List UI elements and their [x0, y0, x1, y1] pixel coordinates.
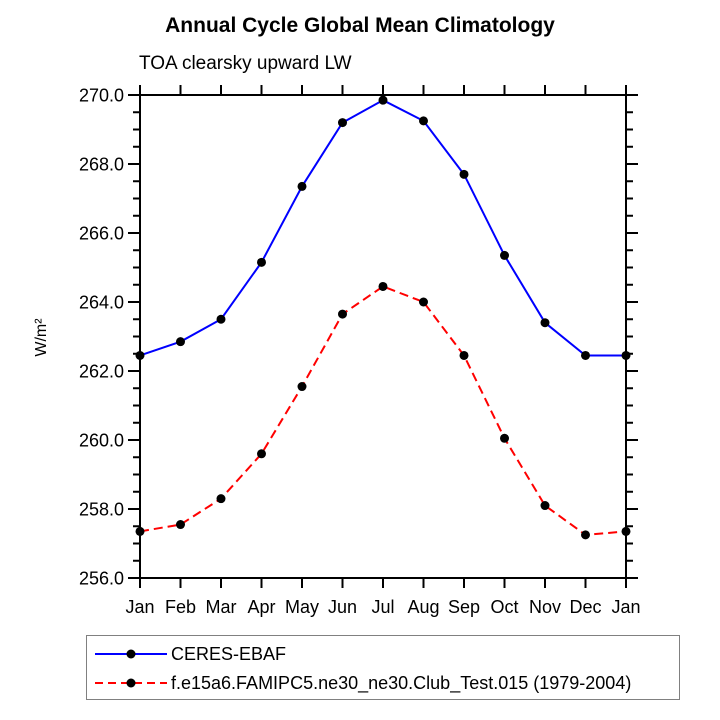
- x-tick-label: Jul: [371, 597, 394, 617]
- x-tick-label: Jun: [328, 597, 357, 617]
- y-tick-label: 260.0: [79, 431, 124, 451]
- y-tick-label: 264.0: [79, 293, 124, 313]
- legend: CERES-EBAF f.e15a6.FAMIPC5.ne30_ne30.Clu…: [86, 635, 680, 700]
- y-tick-label: 256.0: [79, 569, 124, 589]
- series-0-marker: [581, 350, 590, 360]
- series-0-marker: [135, 350, 145, 360]
- y-tick-label: 270.0: [79, 86, 124, 106]
- x-tick-label: Jan: [125, 597, 154, 617]
- series-1-marker: [297, 382, 307, 392]
- series-1-marker: [338, 309, 347, 319]
- y-tick-label: 258.0: [79, 500, 124, 520]
- legend-line-sample-dashed: [95, 678, 167, 688]
- x-tick-label: Sep: [448, 597, 480, 617]
- series-0-marker: [338, 118, 347, 128]
- series-1-marker: [621, 526, 631, 536]
- series-0-marker: [378, 95, 388, 105]
- legend-line-sample-solid: [95, 649, 167, 659]
- x-tick-label: Aug: [407, 597, 439, 617]
- x-tick-label: May: [285, 597, 319, 617]
- y-tick-label: 266.0: [79, 224, 124, 244]
- series-1-marker: [257, 449, 266, 459]
- series-0-marker: [257, 257, 266, 267]
- chart-title: Annual Cycle Global Mean Climatology: [165, 14, 555, 37]
- series-1-marker: [176, 520, 185, 530]
- plot-frame: [139, 94, 627, 579]
- series-1-marker: [459, 350, 469, 360]
- series-0-line: [139, 99, 626, 357]
- legend-entry-model-run: f.e15a6.FAMIPC5.ne30_ne30.Club_Test.015 …: [91, 668, 631, 698]
- series-0-marker: [419, 116, 428, 126]
- x-tick-label: Dec: [569, 597, 601, 617]
- series-0-marker: [216, 314, 226, 324]
- series-0-marker: [540, 318, 550, 328]
- series-1-marker: [135, 526, 145, 536]
- x-tick-label: Jan: [611, 597, 640, 617]
- x-tick-label: Apr: [247, 597, 275, 617]
- series-0-marker: [297, 181, 307, 191]
- x-tick-label: Mar: [206, 597, 237, 617]
- legend-label-model-run: f.e15a6.FAMIPC5.ne30_ne30.Club_Test.015 …: [171, 672, 632, 693]
- series-0-marker: [176, 337, 185, 347]
- series-0-marker: [500, 250, 509, 260]
- x-tick-label: Nov: [529, 597, 561, 617]
- series-0-marker: [621, 350, 631, 360]
- series-1-marker: [378, 281, 388, 291]
- y-axis-title: W/m²: [33, 318, 50, 357]
- series-1-marker: [216, 494, 226, 504]
- series-1-marker: [540, 501, 550, 511]
- plot-area: 256.0 258.0 260.0 262.0 264.0 266.0 268.0 270.0…: [33, 85, 641, 617]
- x-tick-label: Feb: [165, 597, 196, 617]
- series-1-marker: [419, 297, 428, 307]
- y-tick-label: 262.0: [79, 362, 124, 382]
- legend-entry-ceres-ebaf: CERES-EBAF: [91, 639, 286, 669]
- chart-subtitle: TOA clearsky upward LW: [139, 53, 352, 74]
- series-1-marker: [500, 433, 509, 443]
- series-0-marker: [459, 169, 469, 179]
- y-tick-label: 268.0: [79, 155, 124, 175]
- series-1-marker: [581, 530, 590, 540]
- legend-label-ceres-ebaf: CERES-EBAF: [171, 643, 287, 664]
- x-tick-label: Oct: [490, 597, 518, 617]
